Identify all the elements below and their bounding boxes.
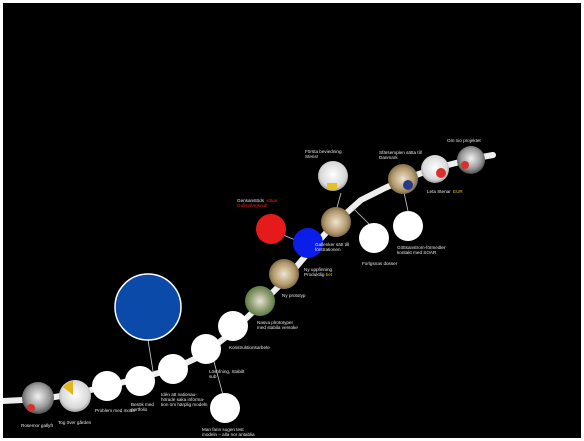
label-besok-2: portfolio (131, 407, 148, 412)
label-forlgsnas: Forlgsnas dosser (362, 261, 398, 266)
label-iden-1: Idén att nationau- (161, 392, 197, 397)
node-11 (321, 207, 351, 237)
label-ny-uppfinning-3: bet (326, 272, 333, 277)
timeline-path (3, 152, 496, 404)
node-10 (269, 259, 299, 289)
label-man-fann-1: Man fann sugen test (202, 427, 244, 432)
label-rosemor: Rosemor gallyft (21, 423, 54, 428)
node-8 (218, 311, 248, 341)
svg-text:Besök med portfolio: Besök med portfolio (131, 402, 155, 412)
node-2 (59, 380, 91, 412)
svg-text:Nasva plrototyper med stab: Nasva plrototyper med stabila versoke (257, 320, 298, 330)
label-losning-2: sub (209, 374, 217, 379)
timeline-diagram: Rosemor gallyft Tog över gården Problem … (3, 138, 496, 437)
svg-text:Tog över gården: Tog över gården (58, 419, 92, 425)
node-4 (125, 366, 155, 396)
label-sfarsemplen-2: Danmark (379, 155, 398, 160)
label-problem-motor: Problem med motor (95, 408, 136, 413)
svg-text:Lösnfning, Stabilt sub: Lösnfning, Stabilt sub (209, 369, 246, 379)
svg-text:Göttsanstrom-förmedler kon: Göttsanstrom-förmedler kontakt med SOAR (397, 245, 447, 255)
svg-text:Ny uppfinning Produktlig: Ny uppfinning Produktlig bet (304, 267, 333, 277)
node-12 (359, 223, 389, 253)
label-forsta-2: Stens! (305, 154, 318, 159)
node-blue (293, 228, 323, 258)
svg-text:Man fann sugen test modeln: Man fann sugen test modeln – alla nor an… (202, 427, 255, 437)
label-nasva-2: med stabila versoke (257, 325, 298, 330)
node-7 (210, 393, 240, 423)
label-leta-2: EUR (453, 189, 463, 194)
label-nasva-1: Nasva plrototyper (257, 320, 293, 325)
label-gottsan-1: Göttsanstrom-förmedler (397, 245, 446, 250)
label-losning-1: Lösnfning, Stabilt (209, 369, 245, 374)
connector-line (212, 357, 224, 396)
label-iden-2: hörade saka informa- (161, 397, 205, 402)
svg-text:Rosemor gallyft: Rosemor gallyft (21, 423, 54, 428)
node-9 (245, 286, 275, 316)
label-gallenker-1: Gallenker sätt till (315, 242, 349, 247)
node-5 (158, 354, 188, 384)
label-besok-1: Besök med (131, 402, 154, 407)
label-forsta-1: Första beviedning (305, 149, 342, 154)
svg-text:Idén att nationau- hörade: Idén att nationau- hörade saka informa- … (161, 392, 208, 407)
label-konstruktion: Konstruktionsarbete (229, 345, 270, 350)
node-17 (457, 146, 485, 174)
label-gallenker-2: förstrationen (315, 247, 341, 252)
label-leta-1: Leta Stenar (427, 189, 451, 194)
node-large-blue (114, 273, 182, 341)
node-3 (92, 371, 122, 401)
label-iden-3: tion om härplig modeln (161, 402, 208, 407)
node-1 (22, 382, 54, 414)
label-ny-uppfinning-1: Ny uppfinning (304, 267, 333, 272)
svg-text:Problem med motor: Problem med motor (95, 408, 136, 413)
svg-text:Konstruktionsarbete: Konstruktionsarbete (229, 345, 270, 350)
label-gensan-1: Gensanstöds (237, 198, 265, 203)
label-ny-uppfinning-2: Produktlig (304, 272, 325, 277)
svg-text:Ny prototyp: Ny prototyp (282, 293, 306, 298)
svg-text:Gensanstöds sökar Gull: Gensanstöds sökar Gullspångsnult (237, 198, 279, 208)
label-gensan-accent: sökar (266, 198, 278, 203)
node-16 (421, 155, 449, 183)
svg-text:Om nio projektet: Om nio projektet (447, 138, 481, 143)
svg-text:Leta Stenar EUR: Leta Stenar EUR (427, 189, 463, 194)
svg-text:Forlgsnas dosser: Forlgsnas dosser (362, 261, 398, 266)
label-ny-prototyp: Ny prototyp (282, 293, 306, 298)
label-sfarsemplen-1: Sfärsemplen sätta till (379, 150, 422, 155)
node-6 (191, 334, 221, 364)
connector-line (147, 339, 154, 372)
node-14 (393, 211, 423, 241)
label-om-projektet: Om nio projektet (447, 138, 481, 143)
label-gensan-2: Gullspångsnult (237, 202, 268, 208)
label-tog-over-garden: Tog över gården (58, 419, 92, 425)
node-13 (318, 161, 348, 191)
timeline-canvas: Rosemor gallyft Tog över gården Problem … (3, 3, 581, 438)
label-man-fann-2: modeln – alla nor antablia (202, 432, 255, 437)
node-15 (388, 164, 418, 194)
svg-text:Gallenker sätt till förstr: Gallenker sätt till förstrationen (315, 242, 350, 252)
svg-text:Första beviedning Stens!: Första beviedning Stens! (305, 149, 343, 159)
node-red (256, 214, 286, 244)
svg-text:Sfärsemplen sätta till Dan: Sfärsemplen sätta till Danmark (379, 150, 423, 160)
label-gottsan-2: kontakt med SOAR (397, 250, 437, 255)
